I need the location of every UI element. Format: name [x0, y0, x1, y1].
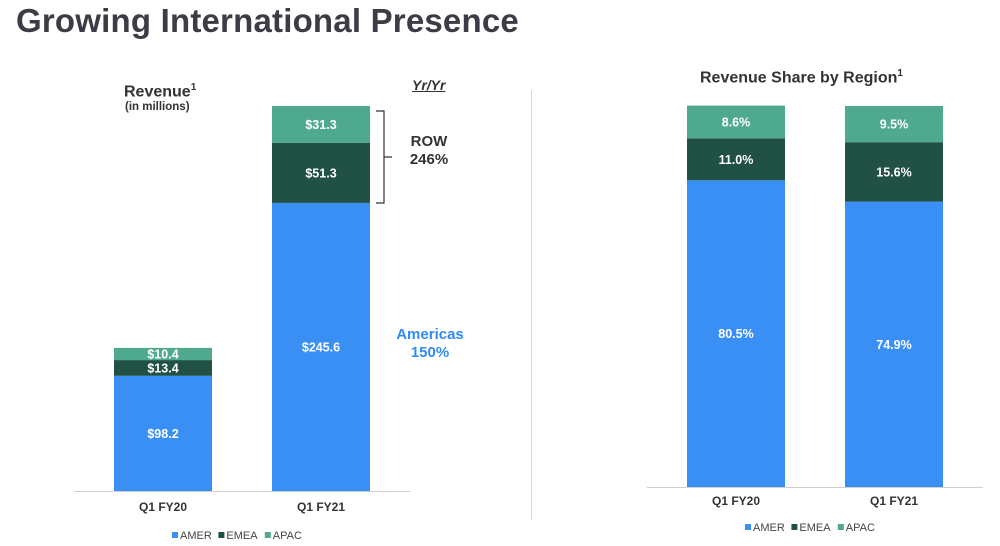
chart-1-bar-emea-0 — [687, 138, 785, 181]
chart-0-legend-label-apac: APAC — [273, 530, 302, 542]
chart-0-bar-amer-1 — [272, 202, 370, 491]
chart-1-legend-swatch-emea — [791, 524, 798, 530]
chart-0-category-label-1: Q1 FY21 — [297, 500, 345, 514]
chart-1-bar-amer-0 — [687, 180, 785, 488]
chart-0-data-label-amer-1: $245.6 — [302, 340, 340, 354]
chart-1-data-label-emea-0: 11.0% — [719, 153, 754, 167]
chart-0-legend-swatch-amer — [172, 532, 178, 538]
americas-growth-annotation: Americas 150% — [386, 326, 474, 362]
row-growth-annotation: ROW 246% — [398, 133, 460, 169]
chart-0-legend-label-amer: AMER — [180, 530, 212, 542]
chart-1-data-label-amer-0: 80.5% — [718, 327, 753, 341]
chart-0-bar-apac-1 — [272, 106, 370, 143]
chart-1-category-label-1: Q1 FY21 — [870, 494, 918, 508]
chart-0-category-label-0: Q1 FY20 — [139, 500, 187, 514]
chart-0-legend-swatch-emea — [218, 532, 225, 538]
chart-0-bar-emea-1 — [272, 142, 370, 203]
chart-1-category-label-0: Q1 FY20 — [712, 494, 760, 508]
chart-1-legend-label-apac: APAC — [846, 522, 875, 534]
chart-1-legend-swatch-apac — [837, 524, 844, 530]
yr-yr-header: Yr/Yr — [412, 77, 446, 93]
chart-0-data-label-emea-1: $51.3 — [305, 166, 336, 180]
chart-1-data-label-emea-1: 15.6% — [876, 165, 911, 179]
chart-1-data-label-amer-1: 74.9% — [876, 338, 911, 352]
chart-1-bar-amer-1 — [845, 201, 943, 488]
share-chart-title: Revenue Share by Region1 — [700, 68, 903, 87]
chart-0-data-label-amer-0: $98.2 — [147, 427, 178, 441]
chart-1-data-label-apac-0: 8.6% — [722, 116, 751, 130]
chart-1-data-label-apac-1: 9.5% — [880, 118, 909, 132]
chart-0-data-label-emea-0: $13.4 — [147, 361, 178, 375]
revenue-chart-title: Revenue1 — [124, 82, 197, 101]
revenue-chart-subtitle: (in millions) — [125, 101, 190, 113]
americas-label: Americas — [396, 326, 464, 343]
chart-0-bar-emea-0 — [114, 360, 212, 376]
chart-1-legend-label-amer: AMER — [753, 522, 785, 534]
row-bracket — [376, 110, 392, 204]
chart-0-data-label-apac-0: $10.4 — [147, 347, 178, 361]
chart-1-bar-apac-1 — [845, 106, 943, 143]
americas-growth-value: 150% — [410, 344, 450, 361]
chart-divider — [531, 90, 532, 520]
chart-1-bar-apac-0 — [687, 105, 785, 139]
row-label: ROW — [410, 133, 448, 150]
chart-0-bar-amer-0 — [114, 375, 212, 491]
page-title: Growing International Presence — [16, 2, 519, 39]
chart-0-data-label-apac-1: $31.3 — [305, 118, 336, 132]
chart-1-bar-emea-1 — [845, 142, 943, 202]
row-growth-value: 246% — [409, 151, 449, 168]
chart-0-legend-swatch-apac — [264, 532, 271, 538]
chart-0-bar-apac-0 — [114, 347, 212, 361]
chart-1-legend-swatch-amer — [745, 524, 751, 530]
chart-0-legend-label-emea: EMEA — [226, 530, 258, 542]
chart-1-legend-label-emea: EMEA — [799, 522, 831, 534]
